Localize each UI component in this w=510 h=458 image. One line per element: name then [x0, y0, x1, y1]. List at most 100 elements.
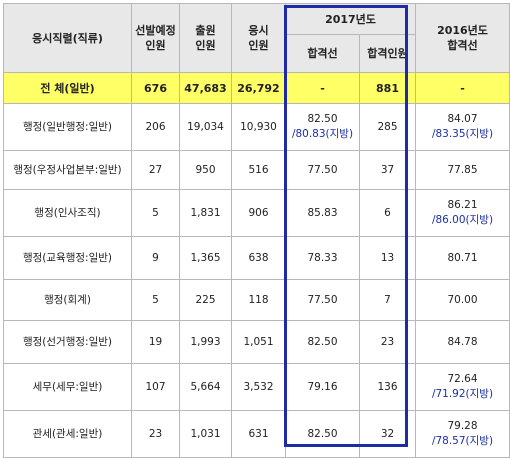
header-cutoff: 합격선 — [285, 34, 360, 73]
cell-value: 86.21 — [447, 199, 478, 211]
cell-value: 3,532 — [243, 380, 274, 393]
cell-value: 23 — [148, 427, 163, 440]
row-cutoff: 77.50 — [285, 150, 360, 190]
cell-value: 206 — [145, 120, 166, 133]
row-cutoff-2016: 80.71 — [415, 236, 510, 280]
local-cutoff-value: /83.35(지방) — [431, 128, 494, 140]
total-cutoff: - — [285, 72, 360, 104]
row-selected: 23 — [131, 410, 180, 458]
row-examinees: 638 — [231, 236, 286, 280]
row-passers: 37 — [359, 150, 416, 190]
total-passers: 881 — [359, 72, 416, 104]
cell-value: 행정(교육행정:일반) — [22, 251, 112, 264]
row-label: 행정(선거행정:일반) — [3, 320, 132, 364]
cell-value: 행정(인사조직) — [34, 206, 101, 219]
cell-value: 77.50 — [307, 163, 338, 176]
table-row: 행정(교육행정:일반) 9 1,365 638 78.33 13 80.71 — [3, 236, 510, 280]
row-selected: 206 — [131, 103, 180, 151]
local-cutoff-value: /71.92(지방) — [431, 388, 494, 400]
cell-value: 78.33 — [307, 251, 338, 264]
row-cutoff: 78.33 — [285, 236, 360, 280]
row-applicants: 5,664 — [179, 363, 232, 411]
cell-value: 82.50 — [307, 427, 338, 440]
cell-value: 84.07 — [447, 113, 478, 125]
row-passers: 13 — [359, 236, 416, 280]
cell-value: 행정(회계) — [44, 293, 91, 306]
cell-value: 행정(우정사업본부:일반) — [13, 163, 122, 176]
total-cutoff-2016: - — [415, 72, 510, 104]
row-selected: 9 — [131, 236, 180, 280]
row-selected: 5 — [131, 189, 180, 237]
cell-value: 행정(일반행정:일반) — [22, 120, 112, 133]
row-applicants: 1,031 — [179, 410, 232, 458]
local-cutoff-value: /86.00(지방) — [431, 214, 494, 226]
cell-value: 13 — [380, 251, 395, 264]
cell-value: 1,051 — [243, 335, 274, 348]
cell-value: 19,034 — [187, 120, 224, 133]
cell-value: 70.00 — [447, 293, 478, 306]
row-cutoff-2016: 72.64/71.92(지방) — [415, 363, 510, 411]
row-label: 세무(세무:일반) — [3, 363, 132, 411]
cell-value: 77.85 — [447, 163, 478, 176]
row-applicants: 19,034 — [179, 103, 232, 151]
row-label: 관세(관세:일반) — [3, 410, 132, 458]
row-passers: 32 — [359, 410, 416, 458]
cell-value: 5,664 — [190, 380, 221, 393]
cell-value: 9 — [152, 251, 159, 264]
cell-value: 80.71 — [447, 251, 478, 264]
header-passers: 합격인원 — [359, 34, 416, 73]
cell-value: 37 — [380, 163, 395, 176]
cell-value: 906 — [248, 206, 269, 219]
row-selected: 19 — [131, 320, 180, 364]
cell-value: 84.78 — [447, 335, 478, 348]
row-label: 행정(교육행정:일반) — [3, 236, 132, 280]
row-applicants: 1,993 — [179, 320, 232, 364]
cell-value: 19 — [148, 335, 163, 348]
local-cutoff-value: /78.57(지방) — [431, 435, 494, 447]
table-row: 행정(선거행정:일반) 19 1,993 1,051 82.50 23 84.78 — [3, 320, 510, 364]
table-row: 행정(회계) 5 225 118 77.50 7 70.00 — [3, 279, 510, 321]
row-label: 행정(회계) — [3, 279, 132, 321]
row-selected: 27 — [131, 150, 180, 190]
header-examinees: 응시 인원 — [231, 3, 286, 73]
row-examinees: 516 — [231, 150, 286, 190]
row-passers: 6 — [359, 189, 416, 237]
table-row: 세무(세무:일반) 107 5,664 3,532 79.16 136 72.64/71.9… — [3, 363, 510, 411]
exam-results-table: 응시직렬(직류) 선발예정 인원 출원 인원 응시 인원 2017년도 2016년도 합… — [3, 2, 510, 458]
row-applicants: 225 — [179, 279, 232, 321]
cell-value: 1,031 — [190, 427, 221, 440]
total-row: 전 체(일반) 676 47,683 26,792 - 881 - — [3, 72, 510, 104]
row-passers: 285 — [359, 103, 416, 151]
table-row: 행정(인사조직) 5 1,831 906 85.83 6 86.21/86.00(지방) — [3, 189, 510, 237]
cell-value: 118 — [248, 293, 269, 306]
total-applicants: 47,683 — [179, 72, 232, 104]
cell-value: 79.28 — [447, 420, 478, 432]
cell-value: 85.83 — [307, 206, 338, 219]
header-applicants: 출원 인원 — [179, 3, 232, 73]
cell-value: 225 — [195, 293, 216, 306]
header-2016: 2016년도 합격선 — [415, 3, 510, 73]
row-cutoff: 77.50 — [285, 279, 360, 321]
table-row: 관세(관세:일반) 23 1,031 631 82.50 32 79.28/78.57(지방… — [3, 410, 510, 458]
cell-value: 5 — [152, 206, 159, 219]
cell-value: 32 — [380, 427, 395, 440]
cell-value: 136 — [377, 380, 398, 393]
header-selected: 선발예정 인원 — [131, 3, 180, 73]
row-cutoff-2016: 70.00 — [415, 279, 510, 321]
row-examinees: 631 — [231, 410, 286, 458]
row-cutoff: 85.83 — [285, 189, 360, 237]
cell-value: 세무(세무:일반) — [32, 380, 103, 393]
row-label: 행정(인사조직) — [3, 189, 132, 237]
local-cutoff-value: /80.83(지방) — [291, 128, 354, 140]
cell-value: 1,831 — [190, 206, 221, 219]
cell-value: 27 — [148, 163, 163, 176]
table-row: 행정(우정사업본부:일반) 27 950 516 77.50 37 77.85 — [3, 150, 510, 190]
row-cutoff-2016: 79.28/78.57(지방) — [415, 410, 510, 458]
row-cutoff-2016: 86.21/86.00(지방) — [415, 189, 510, 237]
cell-value: 관세(관세:일반) — [32, 427, 103, 440]
row-examinees: 906 — [231, 189, 286, 237]
cell-value: 638 — [248, 251, 269, 264]
row-passers: 23 — [359, 320, 416, 364]
cell-value: 79.16 — [307, 380, 338, 393]
cell-value: 1,365 — [190, 251, 221, 264]
